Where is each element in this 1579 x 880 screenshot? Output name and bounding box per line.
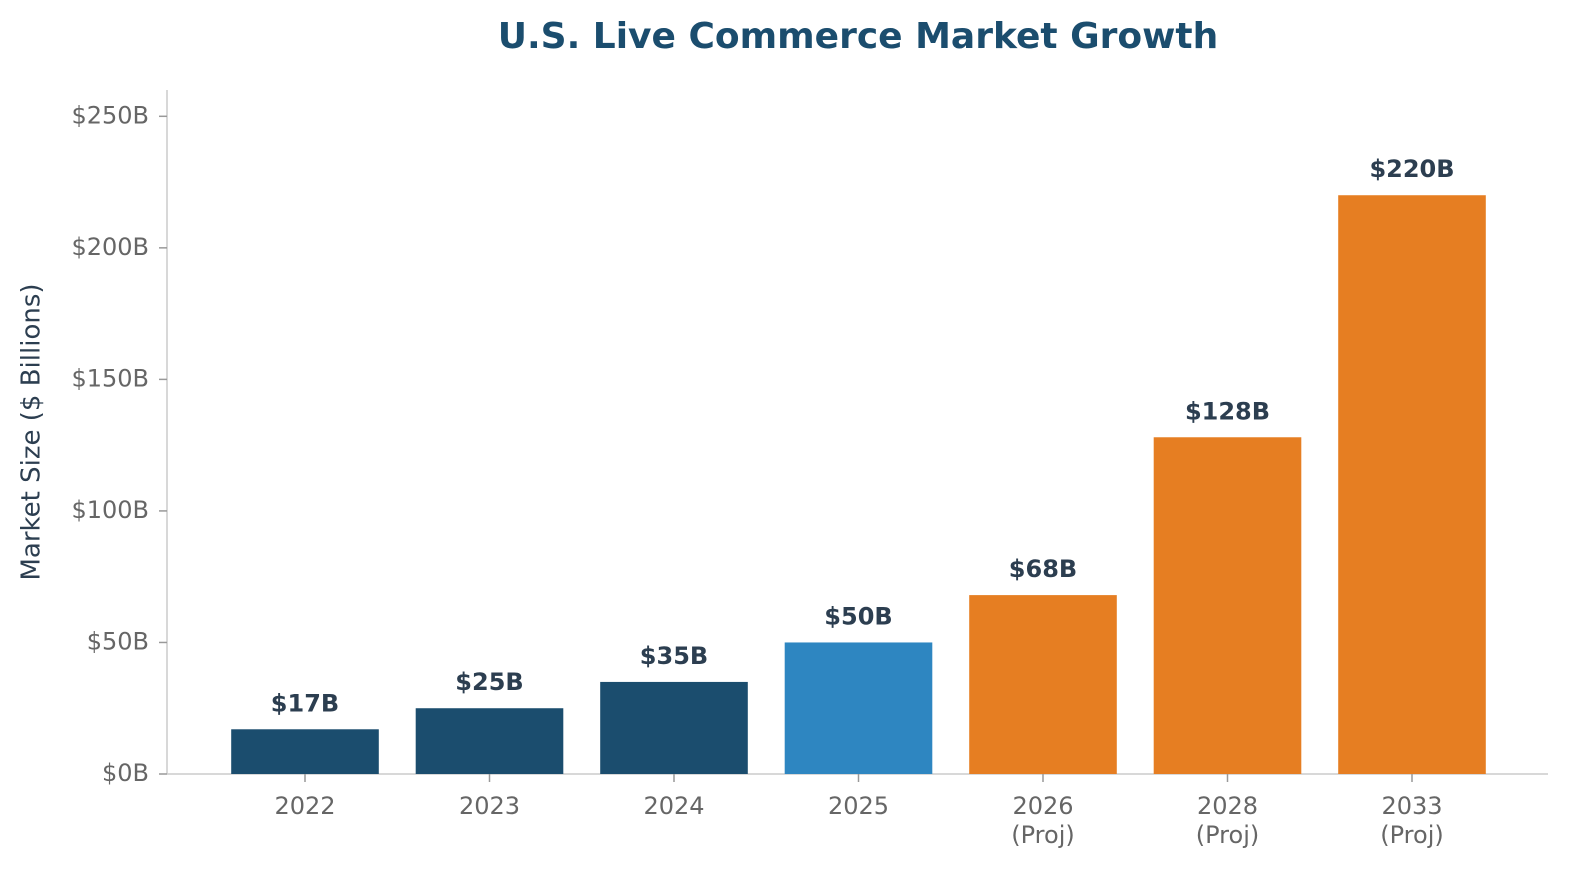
x-tick-label: 2026 (Proj) [1011,792,1074,849]
bar [600,681,748,774]
bar [415,708,564,774]
chart-title: U.S. Live Commerce Market Growth [498,16,1219,57]
y-axis-label: Market Size ($ Billions) [17,283,47,580]
x-tick-label: 2022 [274,792,335,820]
bar [784,642,933,774]
data-label: $17B [271,689,339,717]
x-tick-label: 2028 (Proj) [1196,792,1259,849]
y-tick-label: $100B [71,496,149,524]
y-tick-label: $200B [71,233,149,261]
bar [1153,437,1302,774]
x-tick-label: 2025 [828,792,889,820]
x-tick-label: 2023 [459,792,520,820]
y-tick-label: $0B [102,759,149,787]
data-label: $35B [640,642,708,670]
bar [969,595,1117,774]
x-tick-label: 2024 [643,792,704,820]
data-label: $68B [1009,555,1077,583]
data-label: $220B [1369,155,1454,183]
data-label: $128B [1185,397,1270,425]
data-label: $50B [824,602,892,630]
bar [1338,195,1486,774]
y-tick-label: $150B [71,364,149,392]
bar [231,729,379,774]
x-tick-label: 2033 (Proj) [1380,792,1443,849]
y-tick-label: $50B [87,627,149,655]
data-label: $25B [455,668,523,696]
y-tick-label: $250B [71,101,149,129]
